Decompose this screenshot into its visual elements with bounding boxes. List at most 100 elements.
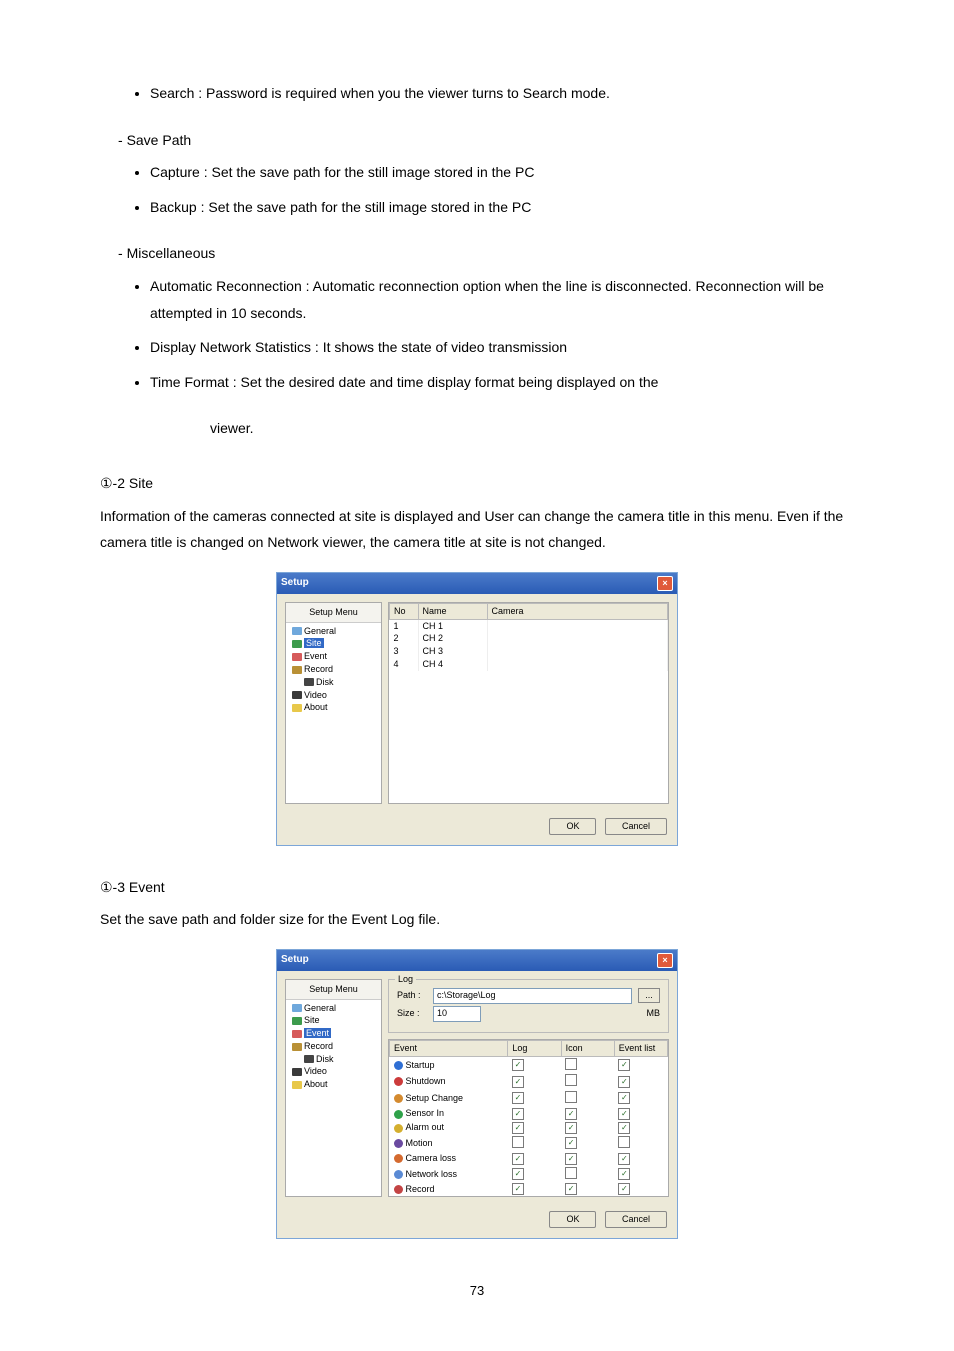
menu-item-about[interactable]: About xyxy=(290,701,379,714)
checkbox[interactable]: ✓ xyxy=(565,1137,577,1149)
event-type-icon xyxy=(394,1110,403,1119)
event-name: Network loss xyxy=(406,1169,458,1179)
browse-button[interactable]: ... xyxy=(638,988,660,1003)
checkbox[interactable]: ✓ xyxy=(512,1183,524,1195)
close-icon[interactable]: × xyxy=(657,953,673,968)
table-row[interactable]: 2CH 2 xyxy=(390,632,668,645)
table-row: Shutdown ✓ ✓ xyxy=(390,1073,668,1090)
checkbox[interactable] xyxy=(565,1058,577,1070)
menu-item-disk[interactable]: Disk xyxy=(302,676,379,689)
table-row: Record✓✓✓ xyxy=(390,1182,668,1196)
path-input[interactable]: c:\Storage\Log xyxy=(433,988,632,1004)
disk-icon xyxy=(304,678,314,686)
checkbox[interactable] xyxy=(618,1136,630,1148)
checkbox[interactable]: ✓ xyxy=(512,1108,524,1120)
menu-item-record[interactable]: Record xyxy=(290,663,379,676)
menu-item-event[interactable]: Event xyxy=(290,1027,379,1040)
checkbox[interactable]: ✓ xyxy=(618,1153,630,1165)
size-input[interactable]: 10 xyxy=(433,1006,481,1022)
event-type-icon xyxy=(394,1139,403,1148)
table-row[interactable]: 3CH 3 xyxy=(390,645,668,658)
col-header: Camera xyxy=(487,603,668,619)
close-icon[interactable]: × xyxy=(657,576,673,591)
setup-menu-panel: Setup Menu GeneralSiteEventRecordDiskVid… xyxy=(285,602,382,804)
log-group: Log Path : c:\Storage\Log ... Size : 10 … xyxy=(388,979,669,1033)
checkbox[interactable]: ✓ xyxy=(618,1122,630,1134)
menu-label: General xyxy=(304,626,336,636)
checkbox[interactable]: ✓ xyxy=(512,1153,524,1165)
event-type-icon xyxy=(394,1061,403,1070)
cancel-button[interactable]: Cancel xyxy=(605,1211,667,1228)
table-row: Camera loss✓✓✓ xyxy=(390,1152,668,1166)
about-icon xyxy=(292,704,302,712)
video-icon xyxy=(292,1068,302,1076)
table-row: Setup Change✓✓ xyxy=(390,1090,668,1107)
menu-label: Video xyxy=(304,690,327,700)
checkbox[interactable]: ✓ xyxy=(512,1168,524,1180)
menu-item-record[interactable]: Record xyxy=(290,1040,379,1053)
camera-table: NoNameCamera 1CH 12CH 23CH 34CH 4 xyxy=(389,603,668,671)
page-number: 73 xyxy=(100,1279,854,1304)
event-type-icon xyxy=(394,1154,403,1163)
col-header: Event xyxy=(390,1040,508,1056)
menu-item-general[interactable]: General xyxy=(290,625,379,638)
menu-item-video[interactable]: Video xyxy=(290,689,379,702)
misc-list: Automatic Reconnection : Automatic recon… xyxy=(100,273,854,395)
checkbox[interactable]: ✓ xyxy=(565,1122,577,1134)
size-unit: MB xyxy=(647,1008,661,1019)
checkbox[interactable] xyxy=(565,1074,577,1086)
checkbox[interactable]: ✓ xyxy=(512,1122,524,1134)
menu-item-video[interactable]: Video xyxy=(290,1065,379,1078)
checkbox[interactable] xyxy=(512,1136,524,1148)
save-path-list: Capture : Set the save path for the stil… xyxy=(100,159,854,220)
setup-menu-panel: Setup Menu GeneralSiteEventRecordDiskVid… xyxy=(285,979,382,1198)
menu-item-site[interactable]: Site xyxy=(290,637,379,650)
col-header: No xyxy=(390,603,419,619)
menu-item-about[interactable]: About xyxy=(290,1078,379,1091)
table-row: Motion✓ xyxy=(390,1135,668,1152)
checkbox[interactable] xyxy=(565,1167,577,1179)
bullet-item: Time Format : Set the desired date and t… xyxy=(150,369,854,396)
path-label: Path : xyxy=(397,990,427,1001)
table-row: Sensor In ✓ ✓ ✓ xyxy=(390,1107,668,1121)
menu-label: Site xyxy=(304,1015,320,1025)
ok-button[interactable]: OK xyxy=(549,818,596,835)
checkbox[interactable]: ✓ xyxy=(565,1108,577,1120)
site-heading: ①-2 Site xyxy=(100,470,854,497)
checkbox[interactable]: ✓ xyxy=(618,1168,630,1180)
menu-item-site[interactable]: Site xyxy=(290,1014,379,1027)
save-path-heading: Save Path xyxy=(118,127,854,154)
record-icon xyxy=(292,666,302,674)
table-row[interactable]: 1CH 1 xyxy=(390,619,668,632)
checkbox[interactable]: ✓ xyxy=(565,1183,577,1195)
checkbox[interactable]: ✓ xyxy=(618,1059,630,1071)
event-name: Shutdown xyxy=(406,1076,446,1086)
menu-label: Event xyxy=(304,651,327,661)
top-bullets: Search : Password is required when you t… xyxy=(100,80,854,107)
checkbox[interactable]: ✓ xyxy=(512,1059,524,1071)
table-row[interactable]: 4CH 4 xyxy=(390,658,668,671)
menu-item-general[interactable]: General xyxy=(290,1002,379,1015)
cancel-button[interactable]: Cancel xyxy=(605,818,667,835)
checkbox[interactable]: ✓ xyxy=(618,1183,630,1195)
site-icon xyxy=(292,1017,302,1025)
ok-button[interactable]: OK xyxy=(549,1211,596,1228)
col-header: Name xyxy=(418,603,487,619)
menu-label: Site xyxy=(304,638,324,648)
checkbox[interactable]: ✓ xyxy=(565,1153,577,1165)
menu-item-disk[interactable]: Disk xyxy=(302,1053,379,1066)
event-icon xyxy=(292,1030,302,1038)
menu-label: About xyxy=(304,1079,328,1089)
checkbox[interactable]: ✓ xyxy=(512,1076,524,1088)
event-heading: ①-3 Event xyxy=(100,874,854,901)
checkbox[interactable]: ✓ xyxy=(618,1076,630,1088)
table-row: Network loss ✓ ✓ xyxy=(390,1166,668,1183)
checkbox[interactable] xyxy=(565,1091,577,1103)
event-name: Sensor In xyxy=(406,1108,445,1118)
menu-item-event[interactable]: Event xyxy=(290,650,379,663)
event-type-icon xyxy=(394,1094,403,1103)
checkbox[interactable]: ✓ xyxy=(512,1092,524,1104)
col-header: Icon xyxy=(561,1040,614,1056)
checkbox[interactable]: ✓ xyxy=(618,1092,630,1104)
checkbox[interactable]: ✓ xyxy=(618,1108,630,1120)
